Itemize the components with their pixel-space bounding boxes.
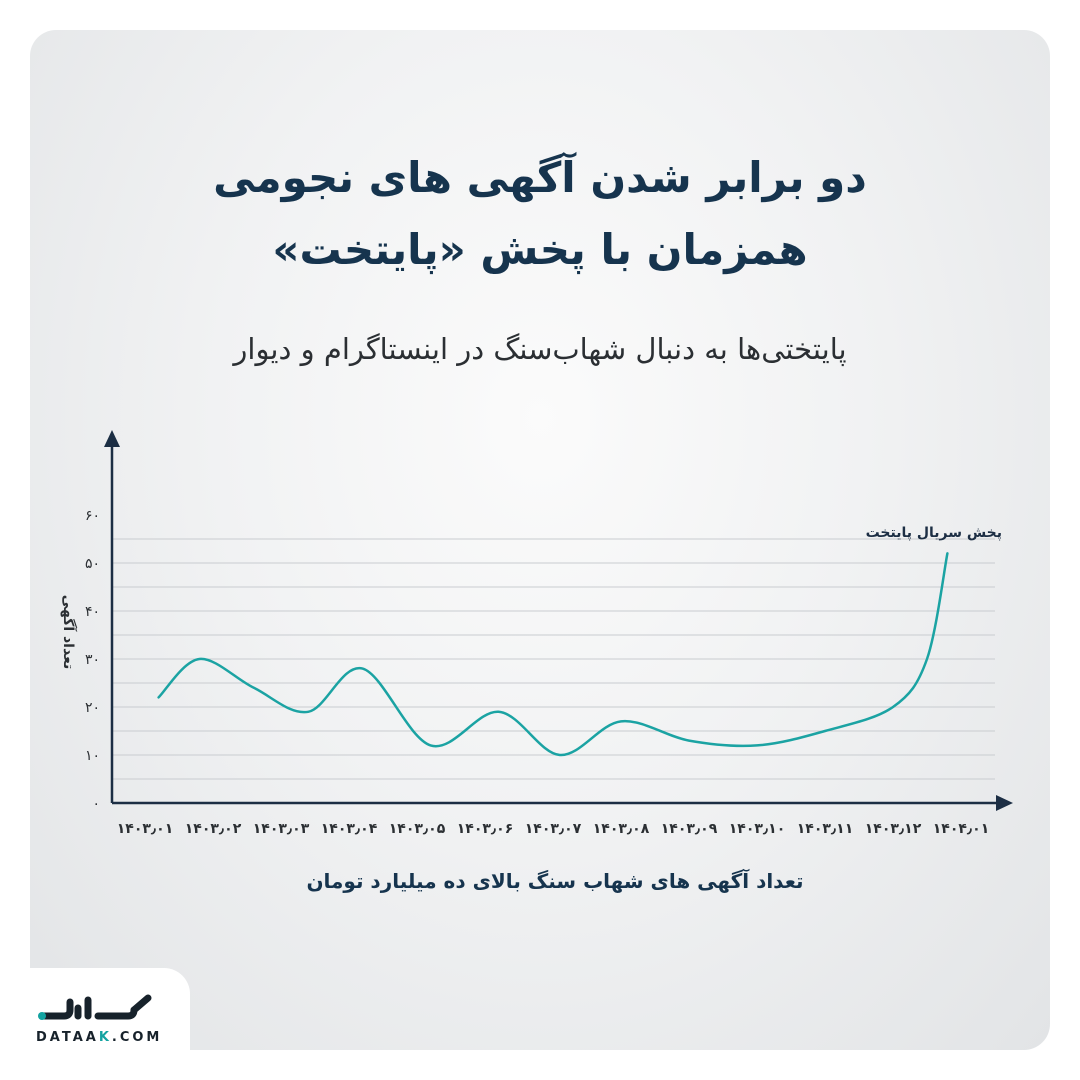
- data-point: [620, 720, 622, 722]
- x-tick-label: ۱۴۰۳٫۱۲: [865, 821, 922, 837]
- x-tick-label: ۱۴۰۳٫۰۷: [525, 821, 582, 837]
- data-point: [946, 552, 948, 554]
- data-point: [559, 754, 561, 756]
- y-tick-label: ۵۰: [85, 556, 100, 572]
- dataak-logo-icon: [38, 994, 152, 1020]
- x-tick-label: ۱۴۰۳٫۰۱: [117, 821, 174, 837]
- data-point: [497, 711, 499, 713]
- x-tick-label: ۱۴۰۳٫۰۶: [457, 821, 514, 837]
- data-point: [198, 658, 200, 660]
- x-axis-label: تعداد آگهی های شهاب سنگ بالای ده میلیارد…: [306, 868, 803, 893]
- x-axis-arrow-icon: [996, 795, 1013, 811]
- series-line: [157, 552, 949, 757]
- logo-part1: DATAA: [36, 1030, 99, 1045]
- x-tick-label: ۱۴۰۳٫۰۹: [661, 821, 718, 837]
- x-tick-label: ۱۴۰۳٫۰۵: [389, 821, 446, 837]
- data-point: [361, 667, 363, 669]
- x-tick-label: ۱۴۰۳٫۰۳: [253, 821, 310, 837]
- x-tick-label: ۱۴۰۳٫۱۰: [729, 821, 786, 837]
- logo-part2: K: [98, 1030, 112, 1045]
- y-tick-label: ۰: [92, 796, 100, 812]
- data-point: [756, 744, 758, 746]
- chart-subtitle: پایتختی‌ها به دنبال شهاب‌سنگ در اینستاگر…: [233, 332, 847, 366]
- data-point: [253, 687, 255, 689]
- x-tick-label: ۱۴۰۳٫۰۲: [185, 821, 242, 837]
- title-line-1: دو برابر شدن آگهی های نجومی: [213, 153, 867, 202]
- x-tick-label: ۱۴۰۳٫۰۸: [593, 821, 650, 837]
- brand-logo: DATAAK.COM: [0, 968, 190, 1080]
- data-point: [926, 658, 928, 660]
- y-axis-arrow-icon: [104, 430, 120, 447]
- data-point: [892, 706, 894, 708]
- x-tick-label: ۱۴۰۳٫۱۱: [797, 821, 854, 837]
- logo-part3: .COM: [111, 1030, 163, 1045]
- data-point: [429, 744, 431, 746]
- x-tick-label: ۱۴۰۴٫۰۱: [933, 821, 990, 837]
- data-point: [688, 739, 690, 741]
- chart-title: دو برابر شدن آگهی های نجومی همزمان با پخ…: [90, 142, 990, 286]
- y-tick-label: ۳۰: [85, 652, 100, 668]
- logo-wordmark: DATAAK.COM: [36, 1030, 162, 1045]
- y-tick-label: ۴۰: [85, 604, 100, 620]
- y-tick-label: ۶۰: [85, 508, 100, 524]
- y-tick-label: ۲۰: [85, 700, 100, 716]
- data-point: [824, 730, 826, 732]
- data-point: [307, 711, 309, 713]
- annotation-label: پخش سریال پایتخت: [866, 525, 1002, 541]
- title-line-2: همزمان با پخش «پایتخت»: [272, 225, 808, 274]
- data-point: [157, 696, 159, 698]
- infographic-card: دو برابر شدن آگهی های نجومی همزمان با پخ…: [30, 30, 1050, 1050]
- x-tick-label: ۱۴۰۳٫۰۴: [321, 821, 378, 837]
- y-tick-label: ۱۰: [85, 748, 100, 764]
- y-axis-label: تعداد آگهی: [60, 595, 78, 669]
